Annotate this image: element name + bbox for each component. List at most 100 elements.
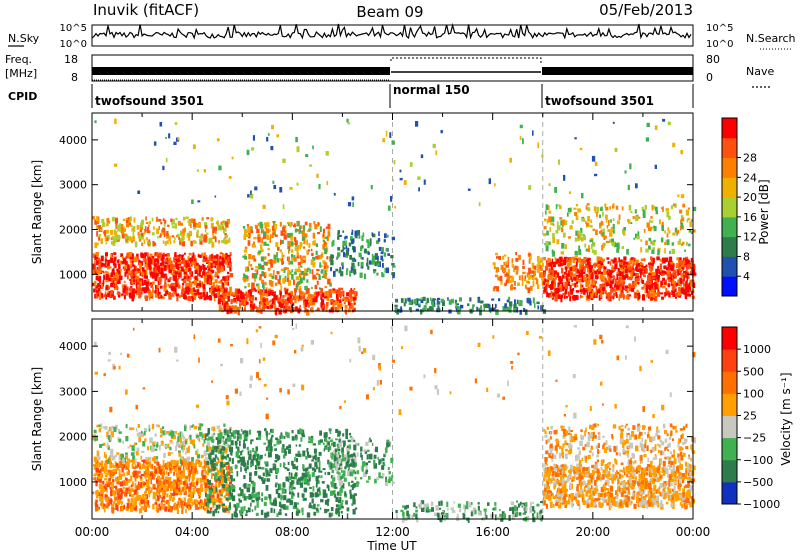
power-scatter-cell xyxy=(139,263,141,268)
power-scatter-cell xyxy=(646,281,649,285)
power-scatter-cell xyxy=(595,230,598,236)
figure: Inuvik (fitACF) Beam 09 05/Feb/2013 N.Sk… xyxy=(0,0,800,554)
power-scatter-cell xyxy=(458,306,460,310)
power-scatter-cell xyxy=(311,295,314,298)
freq-trace-3 xyxy=(542,67,693,75)
vel-scatter-cell xyxy=(201,502,203,505)
power-scatter-cell xyxy=(661,270,665,273)
vel-scatter-cell xyxy=(120,474,123,477)
vel-scatter-cell xyxy=(118,495,121,499)
power-scatter-cell xyxy=(353,247,356,253)
vel-scatter-cell xyxy=(164,445,168,448)
vel-scatter-cell xyxy=(132,428,135,430)
power-scatter-cell xyxy=(331,302,333,305)
power-scatter-cell xyxy=(613,224,615,229)
power-scatter-cell xyxy=(669,231,671,234)
power-scatter-cell xyxy=(248,261,250,267)
power-scatter-cell xyxy=(247,227,250,233)
power-scatter-cell xyxy=(321,271,324,273)
power-scatter-cell xyxy=(197,170,199,172)
power-scatter-cell xyxy=(266,262,268,266)
power-scatter-cell xyxy=(472,304,474,308)
power-scatter-cell xyxy=(337,307,340,309)
power-scatter-cell xyxy=(343,252,345,257)
power-scatter-cell xyxy=(266,228,269,233)
power-scatter-cell xyxy=(485,304,488,308)
power-scatter-cell xyxy=(304,301,306,305)
power-scatter-cell xyxy=(361,262,364,267)
power-scatter-cell xyxy=(302,256,305,259)
nsky-label: N.Sky xyxy=(8,32,40,45)
power-scatter-cell xyxy=(304,286,308,290)
power-scatter-cell xyxy=(613,296,615,299)
power-scatter-cell xyxy=(528,298,530,300)
power-scatter-cell xyxy=(211,254,213,259)
vel-scatter-cell xyxy=(178,468,181,471)
power-scatter-cell xyxy=(506,280,509,283)
power-scatter-cell xyxy=(520,125,523,129)
power-scatter-cell xyxy=(616,275,618,280)
power-scatter-cell xyxy=(642,280,644,284)
vel-scatter-cell xyxy=(159,470,162,474)
vel-scatter-cell xyxy=(146,479,148,481)
vel-scatter-cell xyxy=(97,450,99,456)
power-scatter-cell xyxy=(246,279,249,281)
power-scatter-cell xyxy=(513,287,516,290)
power-scatter-cell xyxy=(575,251,578,255)
power-scatter-cell xyxy=(144,231,146,234)
power-scatter-cell xyxy=(191,218,193,223)
power-scatter-cell xyxy=(643,285,646,289)
power-scatter-cell xyxy=(323,229,325,234)
power-scatter-cell xyxy=(591,265,593,268)
power-scatter-cell xyxy=(622,206,624,210)
vel-scatter-cell xyxy=(119,439,122,443)
power-scatter-cell xyxy=(302,232,304,237)
vel-scatter-cell xyxy=(96,495,99,498)
vel-scatter-cell xyxy=(153,497,156,500)
power-scatter-cell xyxy=(203,265,205,271)
power-scatter-cell xyxy=(177,278,179,281)
power-scatter-cell xyxy=(253,245,256,248)
power-scatter-cell xyxy=(198,255,200,257)
vel-scatter-cell xyxy=(187,457,189,463)
power-scatter-cell xyxy=(606,241,609,243)
power-scatter-cell xyxy=(558,276,562,281)
power-scatter-cell xyxy=(528,268,531,273)
vel-scatter-cell xyxy=(135,480,137,482)
power-scatter-cell xyxy=(555,274,557,279)
vel-scatter-cell xyxy=(194,486,196,489)
power-scatter-cell xyxy=(661,297,664,300)
power-scatter-cell xyxy=(684,250,686,252)
power-scatter-cell xyxy=(580,295,582,299)
power-scatter-cell xyxy=(227,257,229,263)
vel-scatter-cell xyxy=(157,483,159,489)
power-scatter-cell xyxy=(548,242,550,246)
power-scatter-cell xyxy=(309,223,312,228)
vel-scatter-cell xyxy=(148,489,150,494)
vel-scatter-cell xyxy=(183,474,186,478)
power-scatter-cell xyxy=(116,225,119,228)
power-scatter-cell xyxy=(268,291,270,296)
vel-scatter-cell xyxy=(151,446,154,452)
power-scatter-cell xyxy=(316,269,319,271)
power-scatter-cell xyxy=(566,273,569,276)
power-scatter-cell xyxy=(615,148,618,152)
power-scatter-cell xyxy=(297,221,299,225)
power-scatter-cell xyxy=(189,231,192,236)
power-scatter-cell xyxy=(144,258,147,262)
power-scatter-cell xyxy=(115,281,117,285)
power-scatter-cell xyxy=(592,272,594,277)
power-scatter-cell xyxy=(280,286,282,292)
power-scatter-cell xyxy=(248,240,251,246)
power-scatter-cell xyxy=(95,264,97,270)
power-scatter-cell xyxy=(595,162,598,166)
power-scatter-cell xyxy=(672,280,675,284)
power-scatter-cell xyxy=(346,268,348,271)
power-scatter-cell xyxy=(625,170,627,173)
power-scatter-cell xyxy=(174,254,176,258)
power-scatter-cell xyxy=(544,287,547,293)
power-scatter-cell xyxy=(653,206,655,209)
power-scatter-cell xyxy=(577,238,579,241)
vel-scatter-cell xyxy=(196,459,199,463)
power-scatter-cell xyxy=(596,286,598,291)
